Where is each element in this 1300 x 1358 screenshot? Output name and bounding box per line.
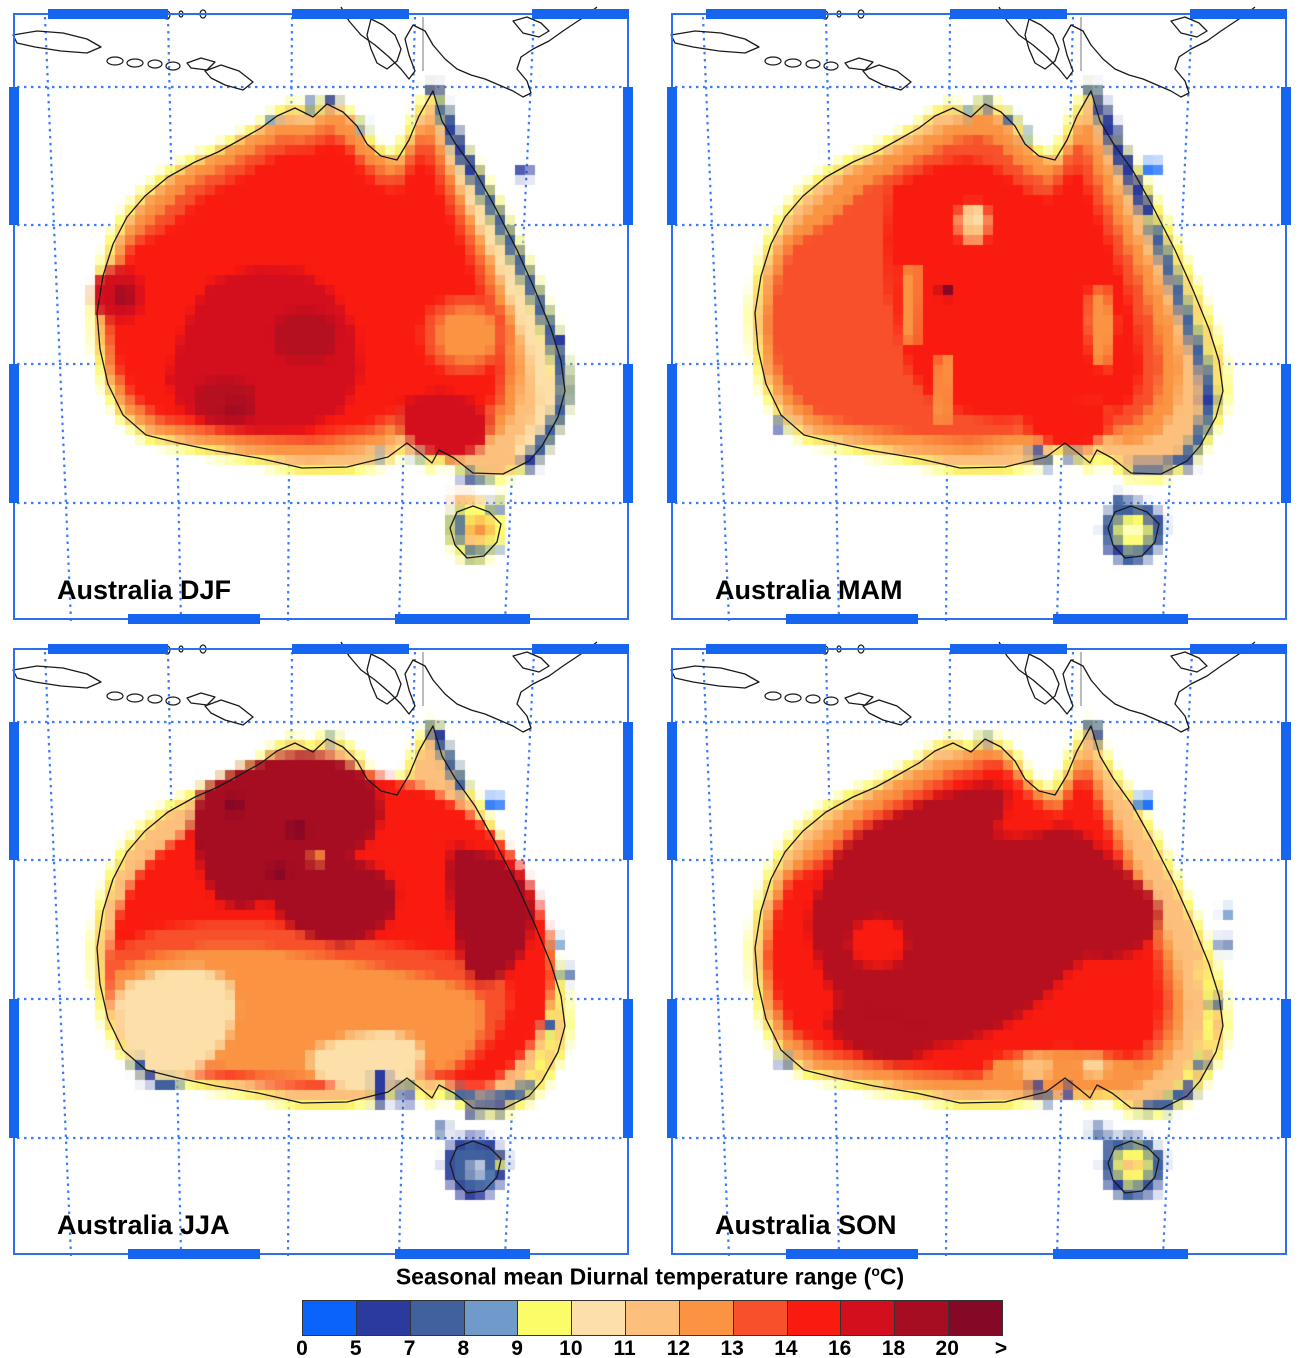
colorbar-tick-label: 8 [457,1337,470,1358]
colorbar-tick-label: 20 [935,1337,959,1358]
colorbar-title: Seasonal mean Diurnal temperature range … [395,1263,905,1290]
colorbar-cell-7 [410,1301,465,1335]
colorbar-cell-14 [787,1301,842,1335]
coastline-frame-layer [667,6,1291,624]
colorbar-tick-label: 5 [349,1337,362,1358]
colorbar-cell-18 [895,1301,950,1335]
coastline-frame-layer [9,641,633,1259]
colorbar-cell-12 [679,1301,734,1335]
colorbar-cell-16 [841,1301,896,1335]
panel-label: Australia MAM [715,575,903,605]
colorbar-cell-5 [356,1301,411,1335]
colorbar-tick-label: 11 [613,1337,636,1358]
colorbar-cell-11 [626,1301,680,1335]
colorbar-tick-label: 16 [828,1337,852,1358]
colorbar-tick-label: 12 [666,1337,691,1358]
colorbar-tick-label: 18 [881,1337,906,1358]
colorbar-cell-8 [464,1301,519,1335]
colorbar-tick-label: 7 [403,1337,416,1358]
colorbar-cell-9 [518,1301,573,1335]
colorbar-cell-0 [303,1301,357,1335]
coastline-frame-layer [9,6,633,624]
panel-label: Australia JJA [57,1210,230,1240]
colorbar-cell-10 [572,1301,627,1335]
colorbar-cell-13 [733,1301,788,1335]
colorbar-tick-label: 13 [720,1337,744,1358]
panel-label: Australia DJF [57,575,232,605]
panel-australia-djf: Australia DJF [5,5,637,628]
panel-australia-son: Australia SON [663,640,1295,1263]
colorbar [302,1300,1003,1336]
colorbar-tick-label: 14 [774,1337,798,1358]
panel-australia-jja: Australia JJA [5,640,637,1263]
colorbar-tick-label: 10 [559,1337,583,1358]
colorbar-tick-labels: 0 5 7 8 9 10 11 12 13 14 16 18 20 > [296,1337,1007,1358]
panel-australia-mam: Australia MAM [663,5,1295,628]
colorbar-tick-label: > [994,1337,1008,1358]
colorbar-tick-label: 0 [296,1337,308,1358]
coastline-frame-layer [667,641,1291,1259]
colorbar-tick-label: 9 [511,1337,523,1358]
colorbar-cell-20 [949,1301,1002,1335]
panel-label: Australia SON [715,1210,897,1240]
